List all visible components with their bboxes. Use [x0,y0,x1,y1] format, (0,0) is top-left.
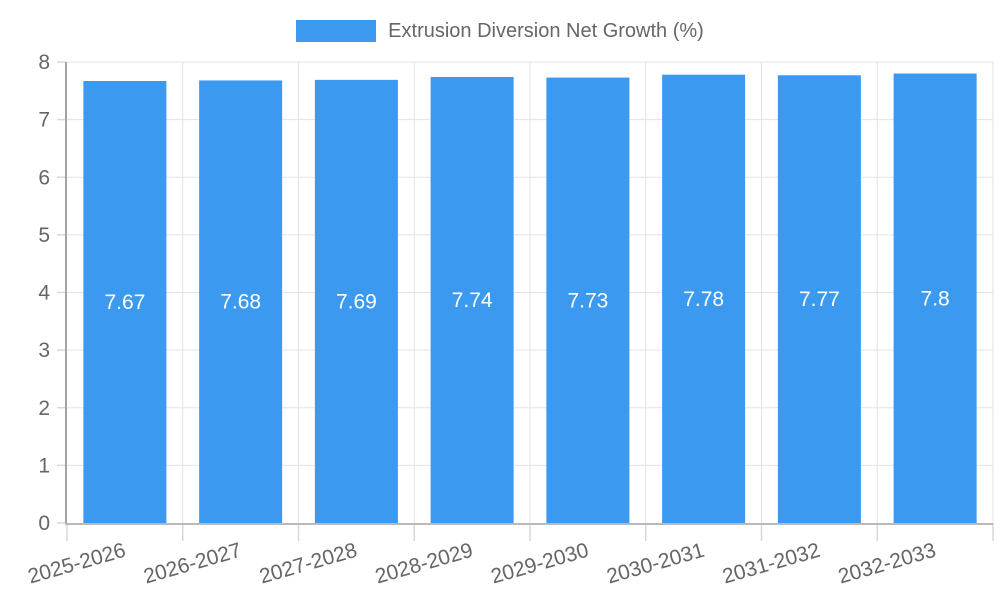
x-axis-label: 2027-2028 [257,539,360,589]
x-axis-label: 2026-2027 [141,539,244,589]
chart-legend: Extrusion Diversion Net Growth (%) [0,19,1000,43]
bar [777,75,861,523]
bar [662,74,746,524]
bar-value-label: 7.73 [567,289,608,312]
x-axis-label: 2031-2032 [720,539,823,589]
legend-label: Extrusion Diversion Net Growth (%) [388,20,704,42]
bar-value-label: 7.8 [921,287,950,310]
bar-value-label: 7.74 [452,289,493,312]
bar [83,81,167,524]
x-axis-label: 2032-2033 [836,539,939,589]
bar [430,76,514,524]
legend-swatch [296,20,377,42]
y-axis-label: 8 [38,51,50,74]
x-axis-label: 2029-2030 [488,539,591,589]
bar [199,80,283,523]
x-axis-label: 2028-2029 [373,539,476,589]
y-axis-label: 2 [38,397,50,420]
x-axis-label: 2025-2026 [25,539,128,589]
x-axis-label: 2030-2031 [604,539,707,589]
y-axis-label: 6 [38,166,50,189]
y-axis-label: 4 [38,282,50,305]
bar-value-label: 7.67 [104,291,145,314]
y-axis-label: 3 [38,339,50,362]
y-axis-label: 0 [38,512,50,535]
bar [546,77,630,523]
bar [314,79,398,524]
bar-value-label: 7.68 [220,291,261,314]
bar-value-label: 7.69 [336,290,377,313]
y-axis-label: 7 [38,109,50,132]
bar-value-label: 7.77 [799,288,840,311]
y-axis-label: 5 [38,224,50,247]
bar-value-label: 7.78 [683,288,724,311]
y-axis-label: 1 [38,454,50,477]
bar [893,73,977,524]
legend-item[interactable]: Extrusion Diversion Net Growth (%) [296,19,704,43]
